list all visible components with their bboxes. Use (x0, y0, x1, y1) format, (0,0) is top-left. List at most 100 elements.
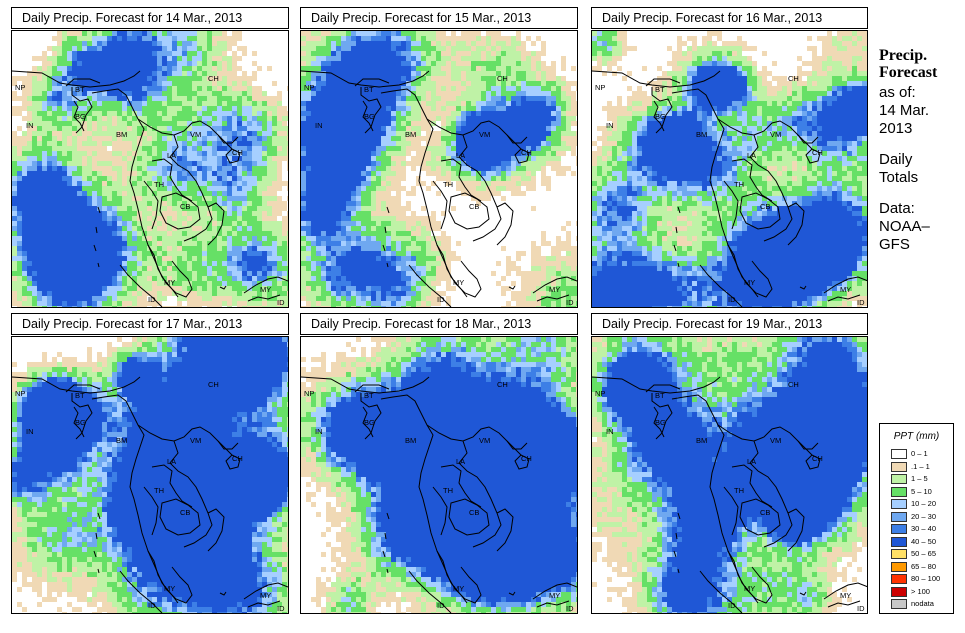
precip-cell (242, 161, 247, 166)
precip-cell (461, 151, 466, 156)
precip-cell (446, 236, 451, 241)
precip-cell (326, 126, 331, 131)
precip-cell (12, 91, 17, 96)
precip-cell (366, 111, 371, 116)
precip-cell (431, 61, 436, 66)
precip-cell (311, 256, 316, 261)
precip-cell (267, 181, 272, 186)
precip-cell (351, 91, 356, 96)
precip-cell (217, 101, 222, 106)
precip-cell (17, 166, 22, 171)
precip-cell (441, 41, 446, 46)
precip-cell (566, 246, 571, 251)
precip-cell (341, 46, 346, 51)
precip-cell (351, 111, 356, 116)
precip-cell (267, 256, 272, 261)
precip-cell (396, 111, 401, 116)
precip-cell (511, 176, 516, 181)
precip-cell (202, 51, 207, 56)
precip-cell (511, 86, 516, 91)
precip-cell (107, 226, 112, 231)
precip-cell (491, 61, 496, 66)
precip-cell (152, 101, 157, 106)
precip-cell (107, 76, 112, 81)
precip-cell (416, 106, 421, 111)
precip-cell (197, 241, 202, 246)
precip-cell (162, 56, 167, 61)
precip-cell (401, 136, 406, 141)
precip-cell (506, 86, 511, 91)
precip-cell (92, 211, 97, 216)
precip-cell (511, 66, 516, 71)
precip-cell (227, 66, 232, 71)
precip-cell (37, 226, 42, 231)
precip-cell (361, 86, 366, 91)
precip-cell (132, 251, 137, 256)
country-label: BG (75, 112, 86, 121)
precip-cell (521, 111, 526, 116)
precip-cell (316, 211, 321, 216)
precip-cell (12, 136, 17, 141)
precip-cell (167, 286, 172, 291)
precip-cell (202, 181, 207, 186)
precip-cell (162, 136, 167, 141)
precip-cell (147, 286, 152, 291)
precip-cell (227, 36, 232, 41)
precip-cell (561, 86, 566, 91)
precip-cell (72, 156, 77, 161)
precip-cell (27, 146, 32, 151)
precip-cell (142, 76, 147, 81)
precip-cell (187, 116, 192, 121)
precip-cell (102, 261, 107, 266)
precip-cell (22, 96, 27, 101)
precip-cell (202, 211, 207, 216)
precip-cell (162, 86, 167, 91)
precip-cell (556, 171, 561, 176)
precip-cell (386, 101, 391, 106)
precip-cell (222, 81, 227, 86)
country-border (225, 148, 241, 164)
precip-cell (396, 46, 401, 51)
precip-cell (287, 266, 288, 271)
precip-cell (371, 201, 376, 206)
precip-cell (92, 196, 97, 201)
precip-cell (421, 246, 426, 251)
precip-cell (262, 241, 267, 246)
precip-cell (471, 161, 476, 166)
precip-cell (212, 96, 217, 101)
precip-cell (192, 106, 197, 111)
precip-cell (177, 36, 182, 41)
precip-cell (316, 41, 321, 46)
precip-cell (401, 241, 406, 246)
precip-cell (326, 211, 331, 216)
precip-cell (192, 91, 197, 96)
precip-cell (197, 111, 202, 116)
precip-cell (262, 106, 267, 111)
precip-cell (381, 251, 386, 256)
precip-cell (257, 246, 262, 251)
precip-cell (361, 161, 366, 166)
precip-cell (112, 106, 117, 111)
precip-cell (32, 126, 37, 131)
precip-cell (152, 261, 157, 266)
precip-cell (57, 261, 62, 266)
precip-cell (277, 161, 282, 166)
precip-cell (107, 256, 112, 261)
precip-cell (172, 196, 177, 201)
precip-cell (82, 191, 87, 196)
precip-cell (561, 141, 566, 146)
precip-cell (67, 186, 72, 191)
precip-cell (511, 101, 516, 106)
precip-cell (157, 71, 162, 76)
precip-cell (222, 271, 227, 276)
precip-cell (526, 76, 531, 81)
precip-cell (456, 86, 461, 91)
precip-cell (67, 206, 72, 211)
precip-cell (212, 116, 217, 121)
precip-cell (252, 251, 257, 256)
precip-cell (167, 146, 172, 151)
precip-cell (97, 266, 102, 271)
precip-cell (72, 41, 77, 46)
precip-cell (331, 236, 336, 241)
precip-cell (182, 296, 187, 301)
